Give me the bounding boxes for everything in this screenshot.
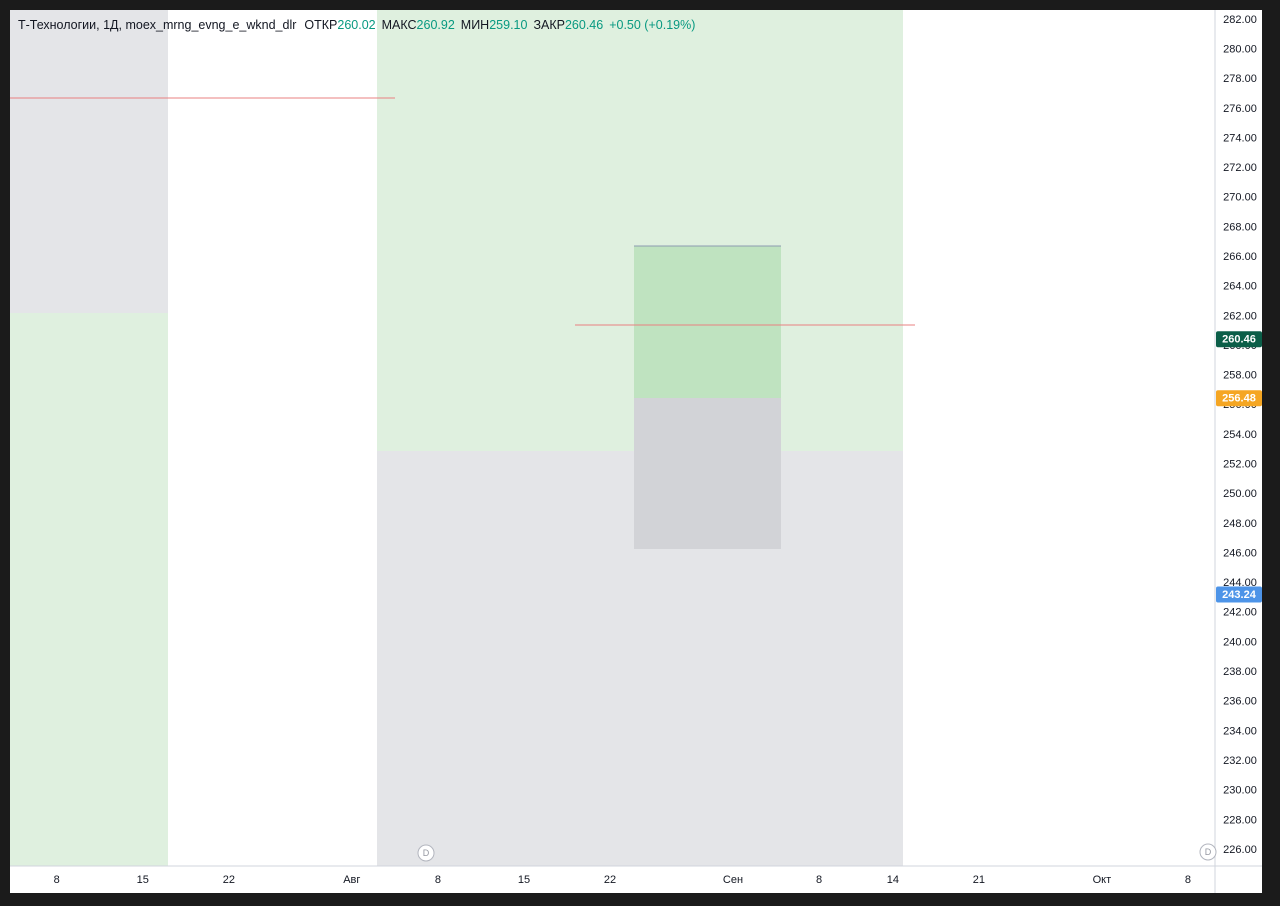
price-badge-label: 256.48 bbox=[1222, 393, 1256, 405]
x-tick-label: 8 bbox=[1185, 874, 1191, 886]
event-marker bbox=[417, 844, 435, 862]
price-badge bbox=[1216, 331, 1262, 348]
x-tick-label: 21 bbox=[973, 874, 985, 886]
y-tick-label: 238.00 bbox=[1223, 666, 1257, 678]
y-tick-label: 230.00 bbox=[1223, 785, 1257, 797]
zone-stop bbox=[10, 10, 168, 313]
legend-label: ЗАКР bbox=[533, 18, 565, 32]
y-tick-label: 248.00 bbox=[1223, 518, 1257, 530]
y-tick-label: 252.00 bbox=[1223, 459, 1257, 471]
x-tick-label: 8 bbox=[816, 874, 822, 886]
y-tick-label: 280.00 bbox=[1223, 43, 1257, 55]
legend-value: 260.02 bbox=[337, 18, 375, 32]
legend-value: 259.10 bbox=[489, 18, 527, 32]
legend-label: МИН bbox=[461, 18, 489, 32]
zone-target bbox=[10, 313, 168, 866]
plot-area bbox=[10, 10, 915, 866]
x-tick-label: Окт bbox=[1093, 874, 1112, 886]
y-tick-label: 264.00 bbox=[1223, 281, 1257, 293]
y-tick-label: 254.00 bbox=[1223, 429, 1257, 441]
y-tick-label: 262.00 bbox=[1223, 310, 1257, 322]
price-badge-label: 260.46 bbox=[1222, 334, 1256, 346]
legend-label: МАКС bbox=[382, 18, 417, 32]
x-tick-label: 15 bbox=[137, 874, 149, 886]
legend: Т-Технологии, 1Д, moex_mrng_evng_e_wknd_… bbox=[18, 18, 695, 32]
x-tick-label: 22 bbox=[604, 874, 616, 886]
y-tick-label: 282.00 bbox=[1223, 14, 1257, 26]
y-tick-label: 228.00 bbox=[1223, 814, 1257, 826]
legend-change: +0.50 (+0.19%) bbox=[609, 18, 695, 32]
legend-label: ОТКР bbox=[304, 18, 337, 32]
y-tick-label: 268.00 bbox=[1223, 221, 1257, 233]
y-tick-label: 246.00 bbox=[1223, 547, 1257, 559]
event-marker bbox=[1199, 843, 1217, 861]
price-badge-label: 243.24 bbox=[1222, 589, 1257, 601]
y-tick-label: 240.00 bbox=[1223, 636, 1257, 648]
x-tick-label: 8 bbox=[54, 874, 60, 886]
x-tick-label: Авг bbox=[343, 874, 360, 886]
event-marker-label: D bbox=[423, 848, 430, 858]
x-tick-label: 8 bbox=[435, 874, 441, 886]
y-tick-label: 272.00 bbox=[1223, 162, 1257, 174]
x-tick-label: 22 bbox=[223, 874, 235, 886]
price-badge bbox=[1216, 586, 1262, 603]
y-tick-label: 244.00 bbox=[1223, 577, 1257, 589]
x-tick-label: 14 bbox=[887, 874, 899, 886]
y-tick-label: 274.00 bbox=[1223, 132, 1257, 144]
y-tick-label: 234.00 bbox=[1223, 725, 1257, 737]
zone-target bbox=[634, 246, 781, 398]
x-tick-label: Сен bbox=[723, 874, 743, 886]
x-tick-label: 15 bbox=[518, 874, 530, 886]
price-badge bbox=[1216, 390, 1262, 407]
y-tick-label: 232.00 bbox=[1223, 755, 1257, 767]
legend-value: 260.92 bbox=[417, 18, 455, 32]
y-tick-label: 278.00 bbox=[1223, 73, 1257, 85]
y-tick-label: 276.00 bbox=[1223, 103, 1257, 115]
legend-title: Т-Технологии, 1Д, moex_mrng_evng_e_wknd_… bbox=[18, 18, 296, 32]
y-tick-label: 242.00 bbox=[1223, 607, 1257, 619]
y-tick-label: 226.00 bbox=[1223, 844, 1257, 856]
y-tick-label: 250.00 bbox=[1223, 488, 1257, 500]
y-tick-label: 258.00 bbox=[1223, 370, 1257, 382]
y-tick-label: 270.00 bbox=[1223, 192, 1257, 204]
y-tick-label: 236.00 bbox=[1223, 696, 1257, 708]
zone-stop bbox=[634, 398, 781, 549]
legend-value: 260.46 bbox=[565, 18, 603, 32]
y-tick-label: 266.00 bbox=[1223, 251, 1257, 263]
event-marker-label: D bbox=[1205, 847, 1212, 857]
